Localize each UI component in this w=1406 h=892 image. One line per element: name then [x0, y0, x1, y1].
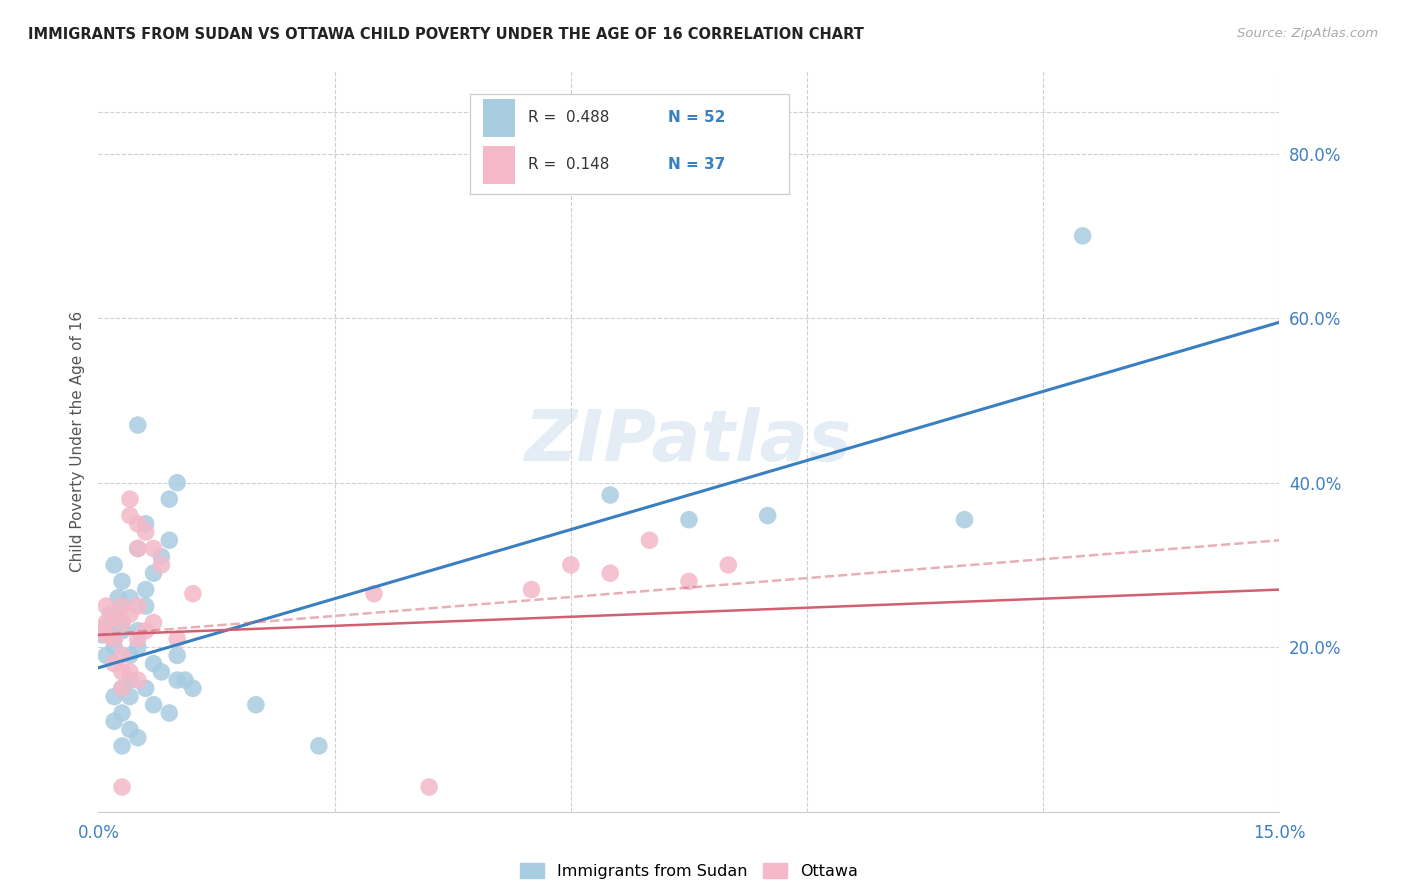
Point — [157, 533, 180, 548]
Point — [103, 657, 125, 671]
Point — [150, 665, 173, 679]
Point — [111, 706, 134, 720]
Point — [111, 648, 134, 663]
Point — [118, 673, 141, 687]
Point — [118, 690, 141, 704]
Point — [638, 533, 661, 548]
Point — [520, 582, 543, 597]
Point — [135, 681, 157, 696]
Point — [111, 615, 134, 630]
Text: IMMIGRANTS FROM SUDAN VS OTTAWA CHILD POVERTY UNDER THE AGE OF 16 CORRELATION CH: IMMIGRANTS FROM SUDAN VS OTTAWA CHILD PO… — [28, 27, 865, 42]
Point — [111, 574, 134, 589]
Point — [127, 673, 149, 687]
Point — [111, 615, 134, 630]
Point — [142, 615, 165, 630]
Point — [111, 681, 134, 696]
Point — [142, 566, 165, 581]
Point — [96, 619, 118, 633]
Text: Source: ZipAtlas.com: Source: ZipAtlas.com — [1237, 27, 1378, 40]
Point — [98, 607, 121, 622]
Point — [166, 648, 188, 663]
Point — [756, 508, 779, 523]
Point — [127, 418, 149, 433]
Point — [135, 599, 157, 613]
Point — [103, 632, 125, 646]
Point — [127, 599, 149, 613]
Point — [118, 665, 141, 679]
Point — [181, 587, 204, 601]
Point — [150, 549, 173, 564]
Point — [127, 516, 149, 531]
Point — [111, 624, 134, 638]
Point — [142, 698, 165, 712]
Point — [127, 632, 149, 646]
Point — [127, 541, 149, 556]
Point — [118, 648, 141, 663]
Point — [111, 665, 134, 679]
Point — [166, 632, 188, 646]
Point — [103, 640, 125, 655]
Point — [111, 681, 134, 696]
Point — [118, 591, 141, 605]
Point — [111, 780, 134, 794]
Point — [103, 714, 125, 729]
Point — [135, 624, 157, 638]
Legend: Immigrants from Sudan, Ottawa: Immigrants from Sudan, Ottawa — [513, 856, 865, 885]
Point — [308, 739, 330, 753]
Point — [91, 624, 114, 638]
Point — [118, 723, 141, 737]
Point — [103, 558, 125, 572]
Point — [174, 673, 197, 687]
Point — [118, 607, 141, 622]
Point — [418, 780, 440, 794]
Point — [96, 648, 118, 663]
Point — [142, 541, 165, 556]
Point — [135, 516, 157, 531]
Point — [166, 673, 188, 687]
Point — [103, 632, 125, 646]
Point — [599, 488, 621, 502]
Point — [135, 524, 157, 539]
Point — [1071, 228, 1094, 243]
Point — [98, 624, 121, 638]
Point — [127, 541, 149, 556]
Point — [111, 739, 134, 753]
Point — [157, 706, 180, 720]
Point — [127, 731, 149, 745]
Point — [953, 513, 976, 527]
Point — [118, 492, 141, 507]
Point — [96, 615, 118, 630]
Point — [135, 582, 157, 597]
Point — [103, 690, 125, 704]
Point — [96, 599, 118, 613]
Point — [103, 607, 125, 622]
Point — [91, 628, 114, 642]
Point — [150, 558, 173, 572]
Point — [678, 513, 700, 527]
Point — [118, 508, 141, 523]
Point — [599, 566, 621, 581]
Point — [127, 640, 149, 655]
Point — [560, 558, 582, 572]
Point — [142, 657, 165, 671]
Y-axis label: Child Poverty Under the Age of 16: Child Poverty Under the Age of 16 — [69, 311, 84, 572]
Point — [166, 475, 188, 490]
Point — [107, 591, 129, 605]
Point — [96, 628, 118, 642]
Point — [157, 492, 180, 507]
Point — [111, 599, 134, 613]
Point — [181, 681, 204, 696]
Point — [363, 587, 385, 601]
Point — [127, 624, 149, 638]
Point — [717, 558, 740, 572]
Text: ZIPatlas: ZIPatlas — [526, 407, 852, 476]
Point — [111, 599, 134, 613]
Point — [245, 698, 267, 712]
Point — [678, 574, 700, 589]
